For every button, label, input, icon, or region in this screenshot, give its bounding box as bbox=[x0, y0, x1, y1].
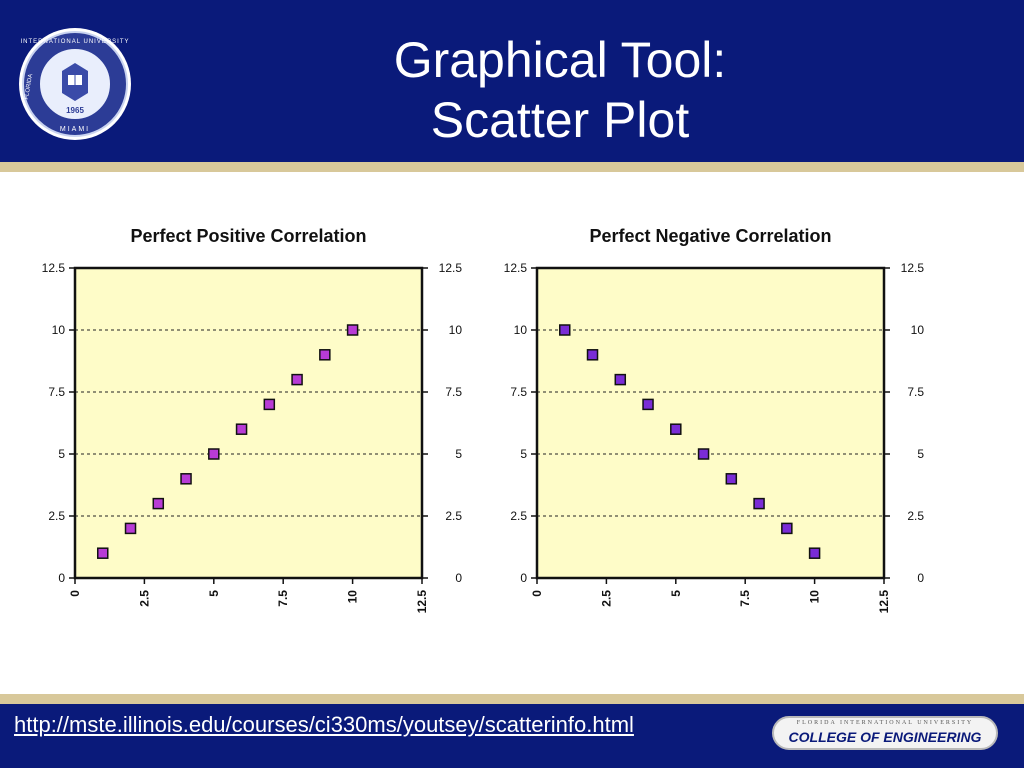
data-point bbox=[753, 497, 765, 510]
header-divider bbox=[0, 162, 1024, 172]
data-point bbox=[152, 497, 165, 510]
plot-area bbox=[537, 268, 884, 578]
y-tick-label-left: 0 bbox=[520, 571, 527, 585]
seal-top-text: INTERNATIONAL UNIVERSITY bbox=[20, 39, 129, 45]
college-of-engineering-logo: FLORIDA INTERNATIONAL UNIVERSITY COLLEGE… bbox=[772, 716, 998, 750]
seal-year: 1965 bbox=[66, 106, 84, 115]
footer-divider bbox=[0, 694, 1024, 704]
x-tick-label: 12.5 bbox=[415, 590, 429, 614]
data-point bbox=[263, 398, 276, 411]
title-line-1: Graphical Tool: bbox=[393, 32, 727, 88]
y-tick-label-left: 10 bbox=[514, 323, 528, 337]
negative-correlation-chart: Perfect Negative Correlation 0 2.5 5 7.5 10 12… bbox=[504, 226, 925, 614]
x-tick-label: 2.5 bbox=[137, 590, 151, 607]
y-tick-label-left: 5 bbox=[58, 447, 65, 461]
positive-correlation-chart: Perfect Positive Correlation 0 2.5 5 7.5 10 12… bbox=[42, 226, 463, 614]
data-point bbox=[97, 547, 109, 559]
chart-title: Perfect Negative Correlation bbox=[589, 226, 831, 246]
y-tick-label-left: 0 bbox=[58, 571, 65, 585]
x-tick-label: 5 bbox=[669, 590, 683, 597]
data-point bbox=[725, 473, 738, 485]
y-tick-label-right: 2.5 bbox=[445, 509, 462, 523]
y-tick-label-right: 7.5 bbox=[907, 385, 924, 399]
data-point bbox=[235, 423, 248, 435]
x-tick-label: 10 bbox=[808, 590, 822, 604]
y-tick-label-right: 2.5 bbox=[907, 509, 924, 523]
data-point bbox=[642, 398, 654, 411]
university-seal: 1965 INTERNATIONAL UNIVERSITY MIAMI FLOR… bbox=[19, 28, 131, 140]
x-tick-label: 7.5 bbox=[276, 590, 290, 607]
y-tick-label-left: 7.5 bbox=[48, 385, 65, 399]
data-point bbox=[208, 448, 220, 460]
title-line-2: Scatter Plot bbox=[430, 92, 690, 148]
data-point bbox=[124, 522, 137, 535]
y-tick-label-right: 7.5 bbox=[445, 385, 462, 399]
x-tick-label: 10 bbox=[346, 590, 360, 604]
data-point bbox=[346, 324, 359, 336]
y-tick-label-left: 10 bbox=[52, 323, 66, 337]
y-tick-label-left: 2.5 bbox=[510, 509, 527, 523]
y-tick-label-right: 5 bbox=[917, 447, 924, 461]
x-tick-label: 7.5 bbox=[738, 590, 752, 607]
y-tick-label-left: 12.5 bbox=[42, 261, 66, 275]
y-tick-label-left: 12.5 bbox=[504, 261, 528, 275]
seal-left-text: FLORIDA bbox=[24, 73, 34, 100]
logo-university-text: FLORIDA INTERNATIONAL UNIVERSITY bbox=[796, 720, 974, 726]
x-tick-label: 0 bbox=[530, 590, 544, 597]
data-point bbox=[291, 373, 303, 386]
plot-frame bbox=[535, 266, 886, 580]
plot-frame bbox=[73, 266, 424, 580]
data-point bbox=[559, 324, 571, 336]
slide-title: Graphical Tool: Scatter Plot bbox=[300, 30, 820, 150]
logo-college-text: COLLEGE OF ENGINEERING bbox=[788, 729, 982, 745]
y-tick-label-left: 7.5 bbox=[510, 385, 527, 399]
slide-header bbox=[0, 0, 1024, 162]
seal-bottom-text: MIAMI bbox=[60, 126, 90, 133]
y-tick-label-right: 10 bbox=[449, 323, 463, 337]
source-link[interactable]: http://mste.illinois.edu/courses/ci330ms… bbox=[14, 712, 634, 737]
y-tick-label-right: 12.5 bbox=[439, 261, 463, 275]
y-tick-label-right: 0 bbox=[917, 571, 924, 585]
data-point bbox=[614, 373, 627, 386]
y-tick-label-left: 2.5 bbox=[48, 509, 65, 523]
data-point bbox=[180, 473, 192, 485]
data-point bbox=[808, 547, 821, 559]
y-tick-label-right: 10 bbox=[911, 323, 925, 337]
data-point bbox=[586, 349, 599, 361]
y-tick-label-right: 5 bbox=[455, 447, 462, 461]
x-tick-label: 5 bbox=[207, 590, 221, 597]
x-tick-label: 2.5 bbox=[599, 590, 613, 607]
data-point bbox=[781, 522, 793, 535]
chart-title: Perfect Positive Correlation bbox=[130, 226, 366, 246]
data-point bbox=[319, 349, 331, 361]
y-tick-label-left: 5 bbox=[520, 447, 527, 461]
y-tick-label-right: 12.5 bbox=[901, 261, 925, 275]
data-point bbox=[697, 448, 710, 460]
x-tick-label: 12.5 bbox=[877, 590, 891, 614]
y-tick-label-right: 0 bbox=[455, 571, 462, 585]
data-point bbox=[670, 423, 682, 435]
x-tick-label: 0 bbox=[68, 590, 82, 597]
